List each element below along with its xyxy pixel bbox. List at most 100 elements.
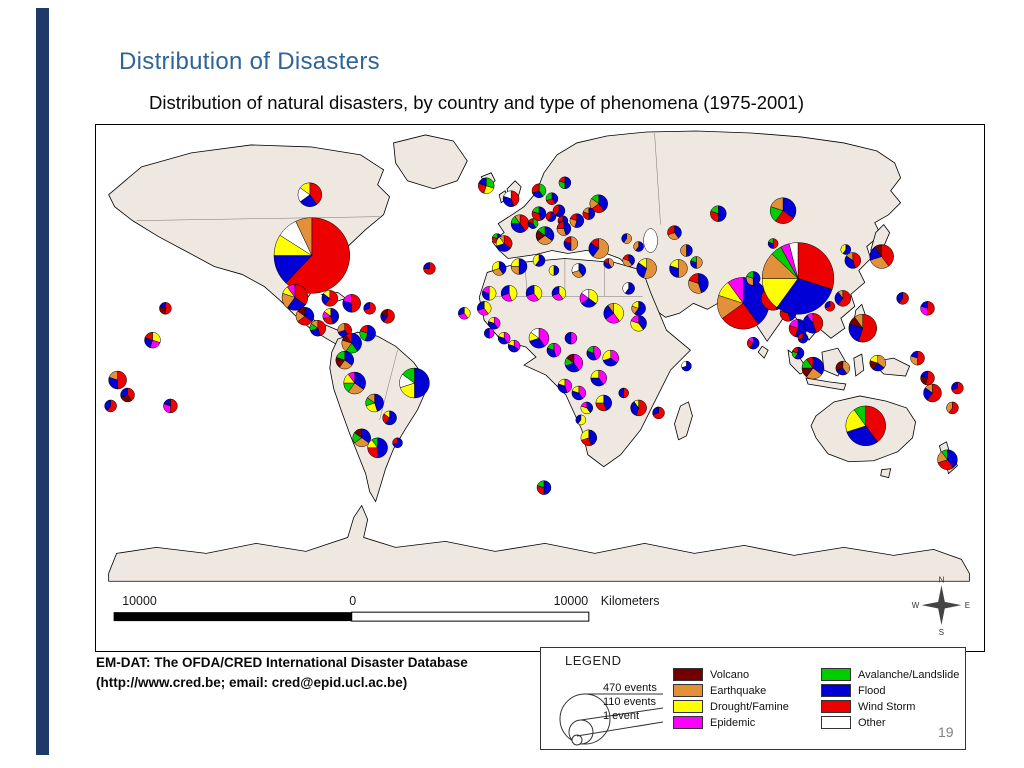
pie-slice [354,428,362,439]
pie-slice [577,414,587,426]
legend: LEGEND 470 events 110 events 1 event Vol… [540,647,966,750]
pie-chart [495,235,513,252]
legend-size-circles [559,693,664,746]
pie-slice [297,307,306,317]
pie-slice [941,449,948,461]
compass-needle-ew [921,601,962,610]
legend-item-label: Earthquake [710,684,767,697]
pie-slice [588,207,596,220]
pie-chart [163,398,178,414]
pie-slice [359,324,368,334]
pie-slice [749,336,760,350]
scale-left-label: 10000 [122,594,157,608]
legend-item-label: Drought/Famine [710,700,789,713]
pie-chart [527,218,539,229]
pie-chart [801,356,825,380]
legend-item-label: Other [858,716,886,729]
pie-slice [721,302,759,330]
pie-charts-layer [104,176,964,495]
pie-chart [681,360,692,372]
pie-chart [797,332,809,344]
pie-slice [488,286,497,301]
pie-slice [106,399,117,413]
pie-chart [834,290,852,307]
pie-chart [564,353,584,373]
pie-slice [351,294,361,313]
scale-unit-label: Kilometers [601,594,660,608]
pie-slice [812,313,824,334]
page-number: 19 [938,724,954,740]
legend-item-flood: Flood [821,684,959,697]
pie-slice [380,309,388,317]
compass-w-label: W [912,601,920,610]
pie-slice [797,332,804,341]
pie-slice [385,410,397,426]
pie-slice [317,320,327,337]
pie-chart [525,285,543,302]
pie-chart [745,271,761,286]
legend-item-label: Flood [858,684,886,697]
flood-swatch [821,684,851,697]
pie-chart [580,401,594,415]
pie-slice [824,301,831,309]
pie-chart [309,320,327,337]
pie-chart [746,336,760,350]
pie-slice [159,302,166,309]
pie-slice [533,285,543,301]
pie-chart [363,302,376,315]
pie-slice [546,342,555,351]
pie-slice [946,401,953,414]
pie-slice [423,262,436,275]
pie-slice [624,282,635,295]
pie-slice [488,317,495,324]
pie-slice [500,285,510,297]
pie-chart [531,183,547,198]
pie-chart [688,273,709,294]
pie-slice [613,303,624,322]
pie-slice [569,213,578,221]
pie-slice [557,215,564,223]
pie-slice [846,252,854,261]
pie-slice [806,313,814,325]
pie-slice [852,252,861,269]
pie-slice [503,190,512,200]
epidemic-swatch [673,716,703,729]
pie-chart [588,238,609,259]
pie-slice [309,182,323,205]
pie-chart [423,262,436,275]
other-swatch [821,716,851,729]
pie-slice [718,205,727,222]
pie-slice [564,378,573,393]
pie-chart [380,309,395,324]
pie-chart [273,217,350,294]
pie-slice [603,258,609,264]
pie-slice [532,254,540,266]
pie-slice [538,327,550,347]
pie-slice [545,211,552,222]
pie-chart [622,254,635,267]
pie-slice [556,221,565,229]
pie-slice [635,241,644,252]
pie-slice [727,277,744,305]
pie-chart [630,315,647,332]
pie-chart [528,327,550,349]
pie-chart [631,301,646,316]
landmass-greenland [393,134,468,190]
pie-slice [351,332,362,352]
pie-chart [548,265,560,276]
pie-chart [582,207,596,220]
pie-slice [768,238,774,244]
pie-chart [622,282,635,295]
pie-slice [634,301,646,316]
pie-slice [598,369,607,385]
caspian-sea [643,228,658,253]
pie-slice [402,367,415,384]
pie-slice [510,190,520,207]
legend-item-drought: Drought/Famine [673,700,789,713]
avalanche-swatch [821,668,851,681]
pie-chart [297,182,323,207]
volcano-swatch [673,668,703,681]
slide-title: Distribution of Disasters [119,48,380,75]
pie-slice [476,301,485,311]
pie-slice [588,429,597,446]
